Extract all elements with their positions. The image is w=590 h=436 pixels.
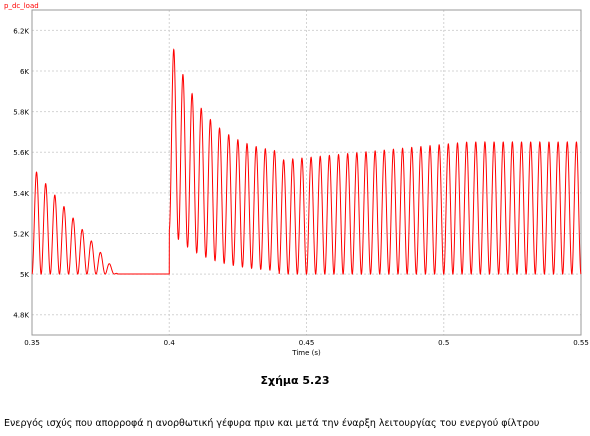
series-line-p_dc_load [31,48,582,276]
y-tick-label: 5.8K [13,109,29,117]
y-tick-label: 6.2K [13,27,29,35]
y-tick-label: 5K [20,271,29,279]
x-tick-label: 0.4 [164,339,176,347]
legend-entry: p_dc_load [4,2,39,10]
chart-area: 4.8K 5K 5.2K 5.4K 5.6K 5.8K 6K 6.2K 0.35 0.4 0.45 0… [4,2,589,357]
figure-caption: Σχήμα 5.23 [260,374,330,387]
y-tick-label: 6K [20,68,29,76]
plot-frame [31,9,582,336]
axes [31,9,582,336]
y-tick-label: 5.4K [13,190,29,198]
x-axis-label: Time (s) [291,349,321,357]
series-layer [31,48,582,276]
x-tick-label: 0.5 [438,339,449,347]
y-tick-label: 5.6K [13,149,29,157]
labels: 4.8K 5K 5.2K 5.4K 5.6K 5.8K 6K 6.2K 0.35 0.4 0.45 0… [4,2,589,357]
grid [31,10,582,335]
x-tick-label: 0.45 [299,339,315,347]
y-tick-label: 4.8K [13,312,29,320]
chart: 4.8K 5K 5.2K 5.4K 5.6K 5.8K 6K 6.2K 0.35 0.4 0.45 0… [4,2,589,357]
x-tick-label: 0.55 [573,339,589,347]
x-tick-label: 0.35 [24,339,40,347]
figure-description: Ενεργός ισχύς που απορροφά η ανορθωτική … [4,418,540,429]
y-tick-label: 5.2K [13,230,29,238]
